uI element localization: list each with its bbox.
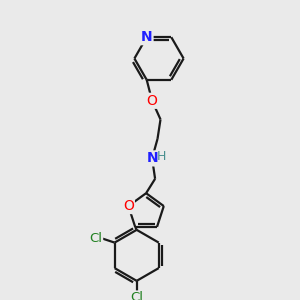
Text: Cl: Cl [89, 232, 102, 244]
Text: O: O [147, 94, 158, 108]
Text: O: O [123, 199, 134, 213]
Text: N: N [141, 30, 152, 44]
Text: N: N [146, 152, 158, 165]
Text: H: H [156, 150, 166, 164]
Text: Cl: Cl [130, 292, 143, 300]
